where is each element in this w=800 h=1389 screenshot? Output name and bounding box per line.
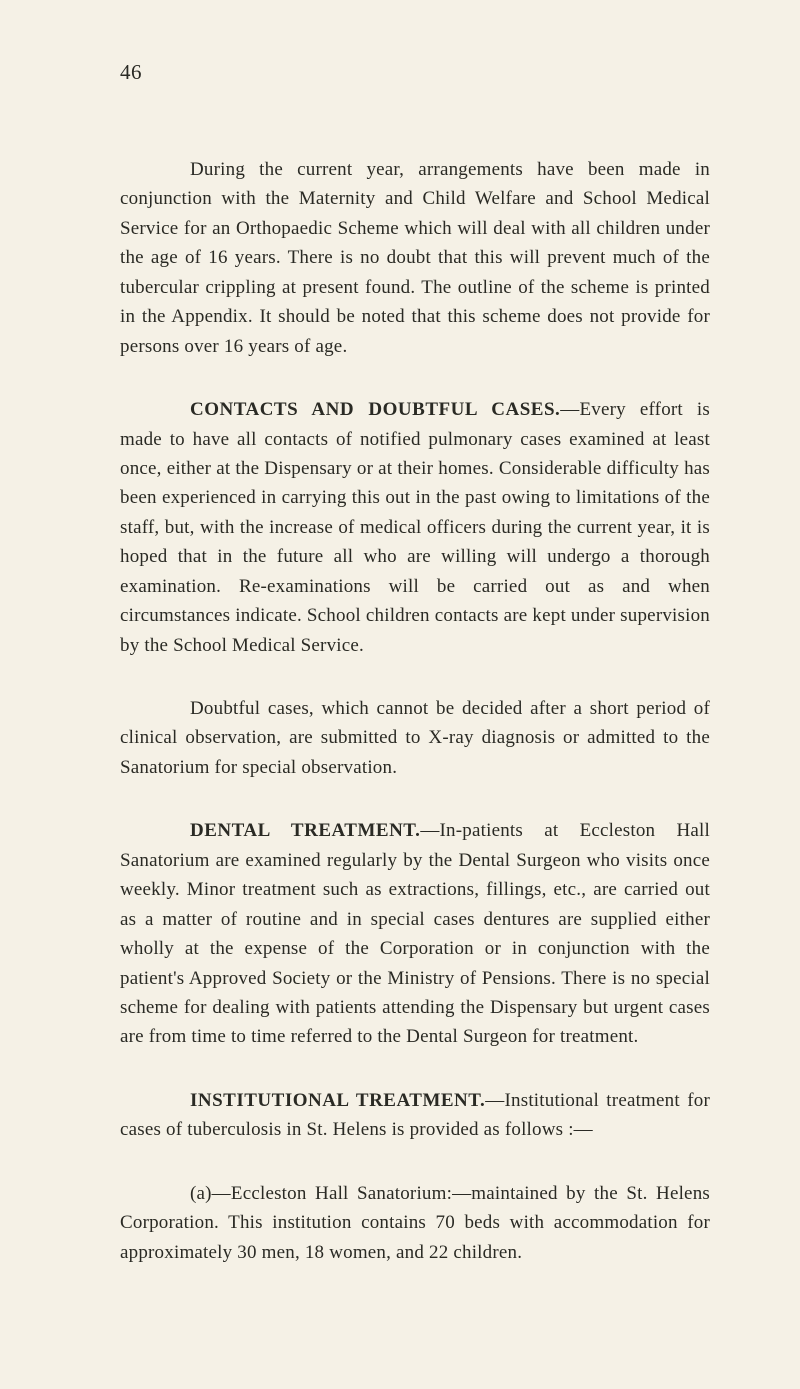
heading-institutional: INSTITUTIONAL TREATMENT. — [190, 1090, 485, 1111]
document-page: 46 During the current year, arrangements… — [0, 0, 800, 1389]
body-dental: —In-patients at Eccleston Hall Sanatoriu… — [120, 820, 710, 1047]
paragraph-dental: DENTAL TREATMENT.—In-patients at Ecclest… — [120, 816, 710, 1052]
page-number: 46 — [120, 60, 710, 85]
heading-dental: DENTAL TREATMENT. — [190, 820, 420, 841]
paragraph-contacts: CONTACTS AND DOUBTFUL CASES.—Every effor… — [120, 395, 710, 660]
paragraph-item-a: (a)—Eccleston Hall Sanatorium:—maintaine… — [120, 1179, 710, 1267]
paragraph-doubtful: Doubtful cases, which cannot be decided … — [120, 694, 710, 782]
heading-contacts: CONTACTS AND DOUBTFUL CASES. — [190, 399, 560, 420]
paragraph-intro: During the current year, arrangements ha… — [120, 155, 710, 361]
body-contacts: —Every effort is made to have all contac… — [120, 399, 710, 656]
paragraph-institutional: INSTITUTIONAL TREATMENT.—Institutional t… — [120, 1086, 710, 1145]
